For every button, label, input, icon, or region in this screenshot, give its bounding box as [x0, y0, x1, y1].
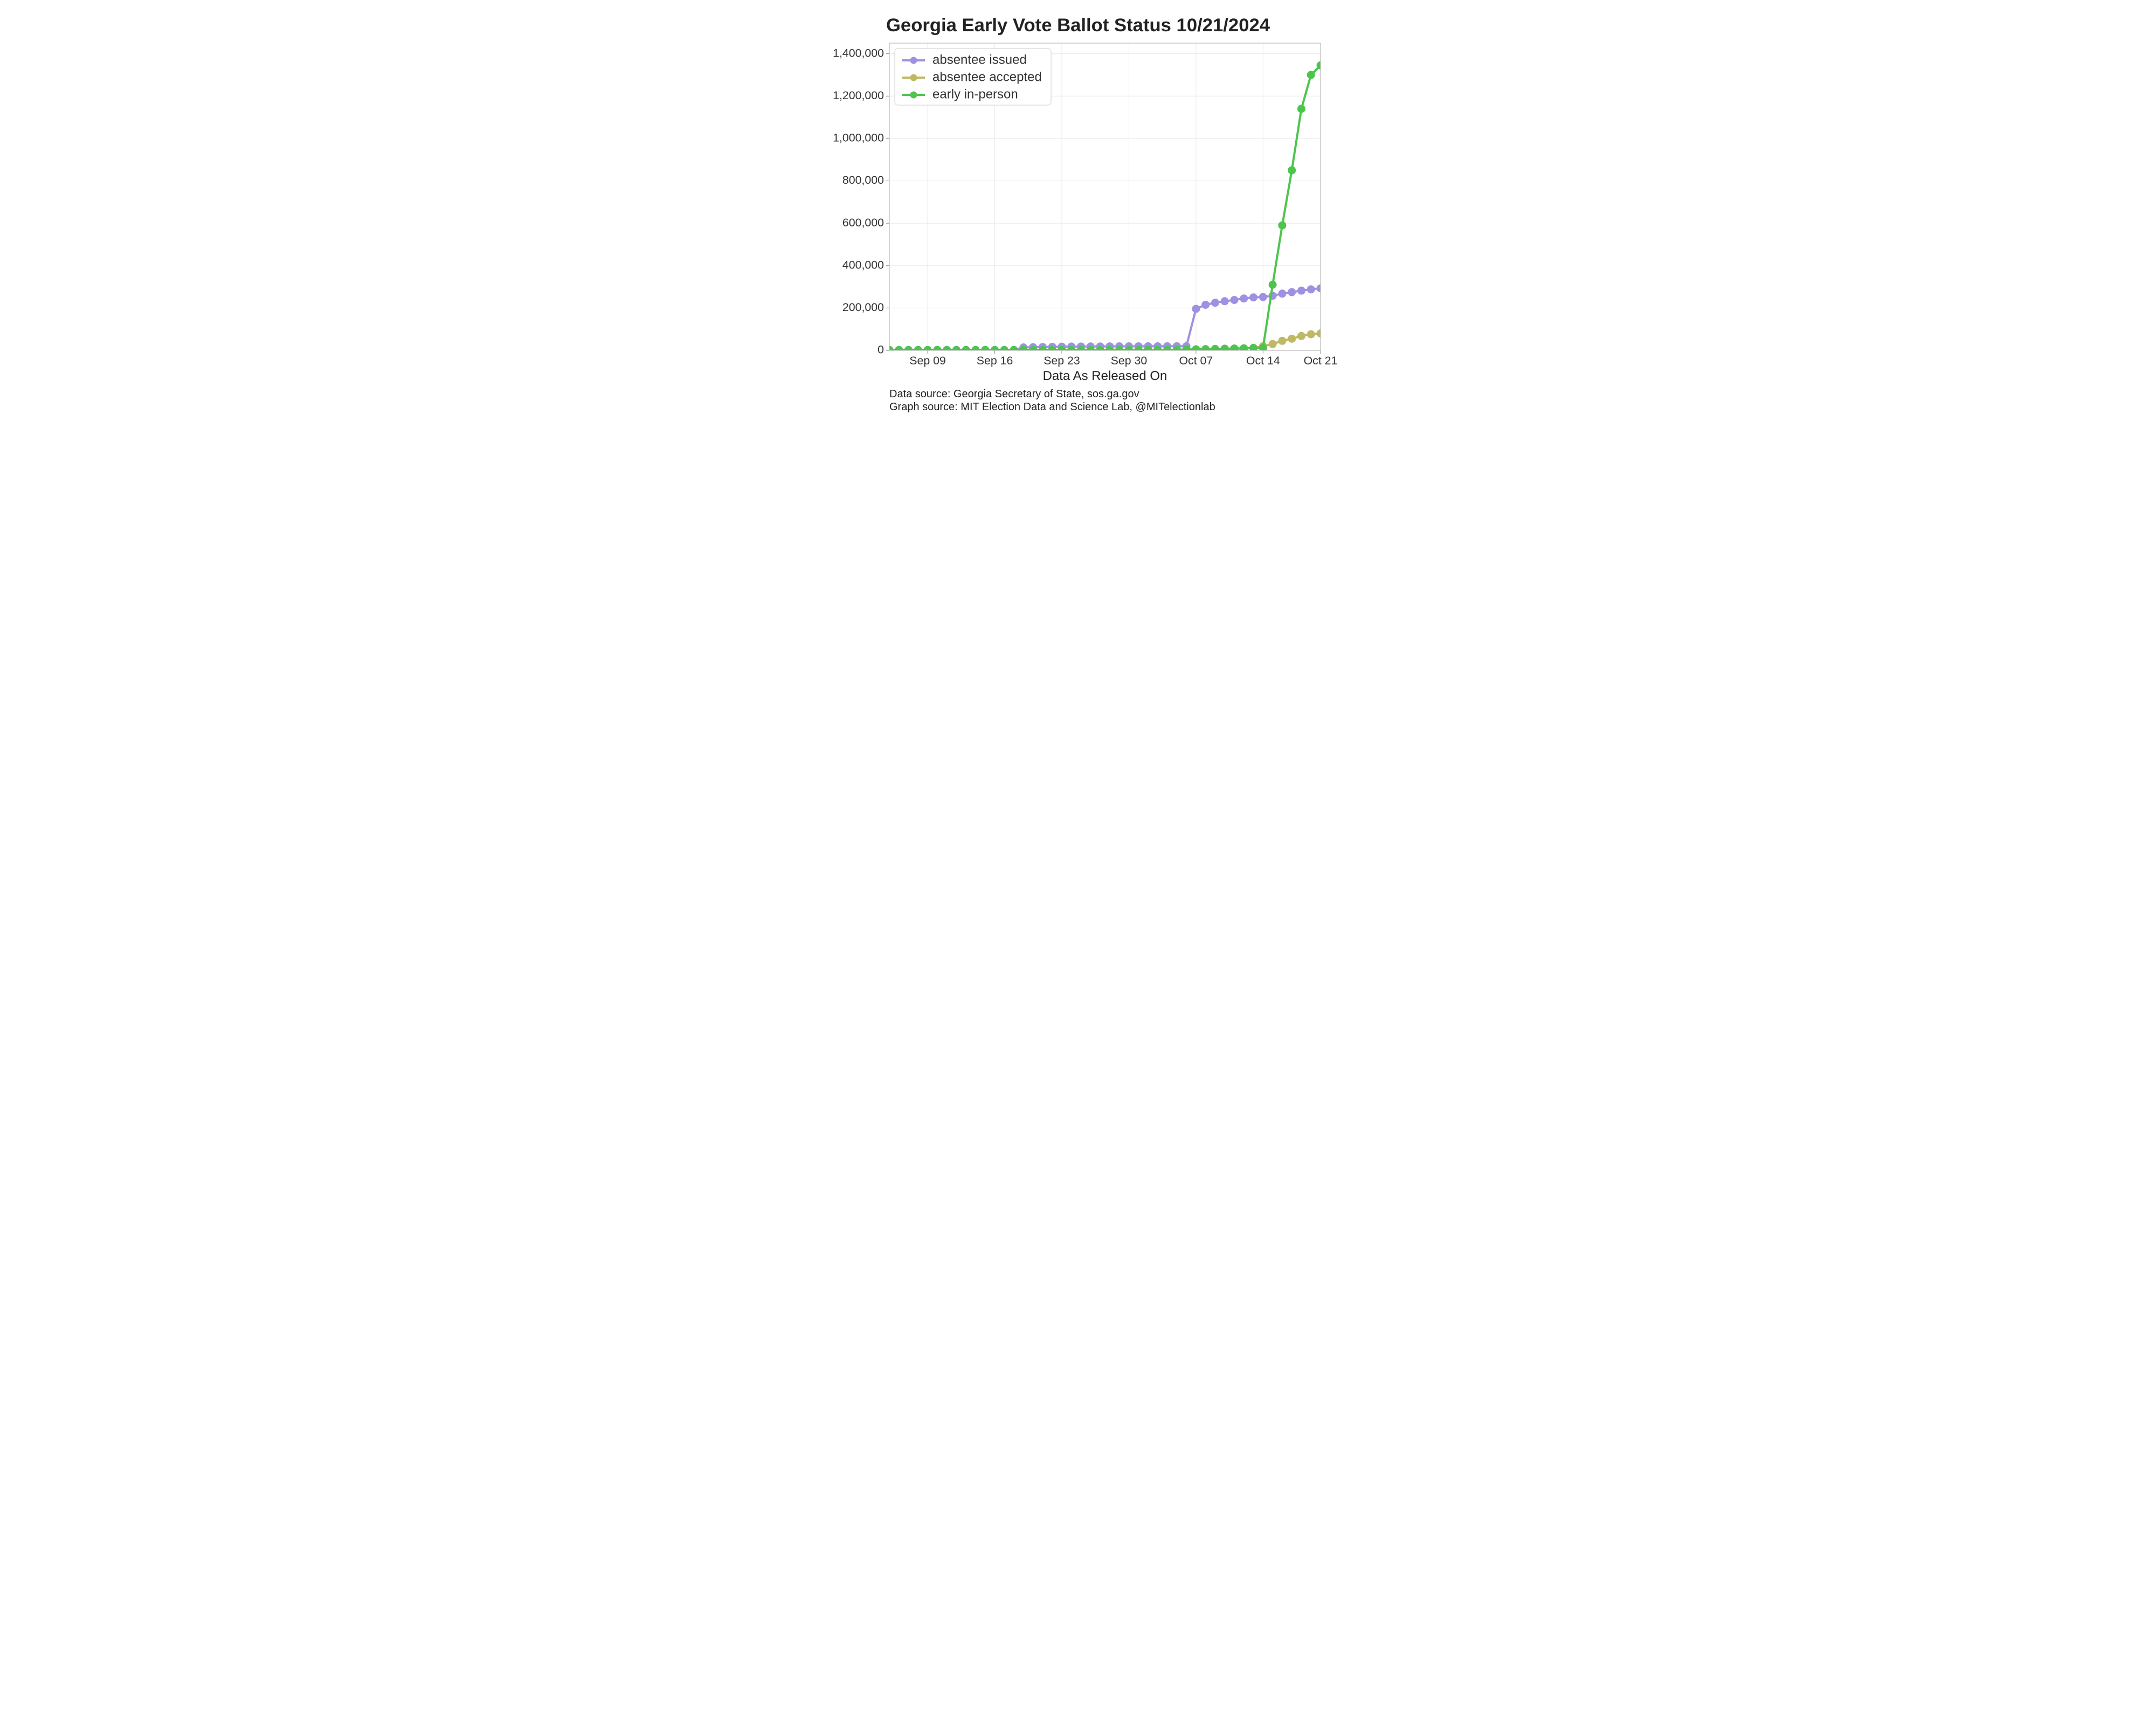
x-tick-label: Oct 07	[1179, 354, 1213, 367]
x-tick-label: Sep 30	[1111, 354, 1148, 367]
y-tick-label: 600,000	[842, 216, 884, 229]
footnote-graph-source: Graph source: MIT Election Data and Scie…	[889, 401, 1215, 413]
legend: absentee issued absentee accepted early in…	[895, 49, 1051, 105]
x-tick-label: Sep 16	[977, 354, 1013, 367]
y-tick-label: 1,000,000	[833, 132, 884, 144]
legend-label: absentee issued	[932, 52, 1027, 67]
x-tick-label: Oct 21	[1304, 354, 1338, 367]
y-tick-label: 200,000	[842, 301, 884, 314]
y-tick-label: 400,000	[842, 258, 884, 271]
y-tick-label: 0	[877, 343, 884, 356]
x-tick-label: Oct 14	[1246, 354, 1280, 367]
y-tick-label: 1,200,000	[833, 89, 884, 102]
legend-label: absentee accepted	[932, 70, 1042, 84]
chart-svg: 0 200,000 400,000 600,000 800,000 1,000,000 1,…	[808, 0, 1348, 431]
x-tick-label: Sep 09	[909, 354, 946, 367]
legend-label: early in-person	[932, 87, 1018, 101]
x-axis-label: Data As Released On	[889, 369, 1321, 384]
figure-container: Georgia Early Vote Ballot Status 10/21/2…	[808, 0, 1348, 431]
footnote-data-source: Data source: Georgia Secretary of State,…	[889, 388, 1139, 401]
y-tick-label: 1,400,000	[833, 46, 884, 59]
y-tick-label: 800,000	[842, 174, 884, 187]
x-tick-label: Sep 23	[1044, 354, 1080, 367]
